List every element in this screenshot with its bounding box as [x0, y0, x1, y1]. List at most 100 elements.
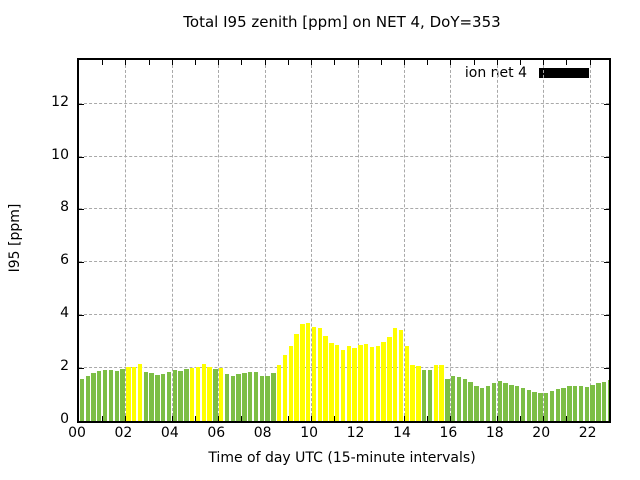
bar — [137, 363, 143, 421]
x-tick-mark — [148, 60, 150, 65]
x-tick-label: 16 — [439, 425, 458, 441]
gridline-vertical — [589, 60, 591, 421]
x-tick-label: 02 — [114, 425, 133, 441]
bar — [166, 371, 172, 421]
x-tick-mark — [427, 416, 429, 421]
bar — [300, 324, 305, 421]
x-tick-label: 08 — [253, 425, 272, 441]
bar — [445, 378, 450, 421]
bar — [514, 385, 520, 421]
bar — [393, 328, 398, 421]
x-tick-label: 18 — [485, 425, 504, 441]
x-tick-mark — [241, 60, 243, 65]
bar — [427, 370, 433, 421]
legend-swatch — [539, 68, 589, 78]
bar — [526, 389, 531, 421]
bar — [201, 363, 206, 421]
bar — [288, 346, 293, 421]
x-tick-mark — [403, 60, 405, 65]
y-tick-mark — [79, 368, 84, 370]
bar — [474, 385, 479, 421]
x-tick-label: 22 — [578, 425, 597, 441]
bar — [485, 386, 491, 421]
bar — [480, 387, 485, 421]
bar — [596, 383, 601, 421]
x-axis-label: Time of day UTC (15-minute intervals) — [208, 450, 476, 466]
bar — [381, 341, 386, 421]
x-tick-mark — [125, 416, 127, 421]
x-tick-mark — [218, 60, 220, 65]
bar — [497, 381, 502, 421]
bar — [306, 322, 311, 421]
bar — [242, 373, 247, 421]
bar — [410, 365, 415, 421]
x-tick-mark — [543, 416, 545, 421]
gridline-vertical — [357, 60, 359, 421]
x-tick-mark — [195, 60, 197, 65]
bar — [91, 373, 96, 421]
y-tick-mark — [604, 368, 609, 370]
bar — [462, 379, 468, 421]
bar — [398, 330, 404, 421]
x-tick-mark — [171, 416, 173, 421]
bar — [126, 366, 131, 421]
gridline-vertical — [171, 60, 173, 421]
x-tick-mark — [403, 416, 405, 421]
gridline-horizontal — [79, 208, 609, 210]
bar — [468, 382, 473, 421]
gridline-vertical — [311, 60, 313, 421]
bar — [218, 367, 224, 421]
gridline-vertical — [450, 60, 452, 421]
gridline-vertical — [496, 60, 498, 421]
gridline-horizontal — [79, 155, 609, 157]
bar — [224, 374, 230, 421]
x-tick-mark — [473, 416, 475, 421]
x-tick-mark — [543, 60, 545, 65]
gridline-vertical — [264, 60, 266, 421]
x-tick-mark — [334, 60, 336, 65]
bar — [160, 374, 166, 421]
bar — [178, 370, 183, 421]
x-tick-mark — [496, 60, 498, 65]
bar — [317, 328, 322, 421]
x-tick-mark — [171, 60, 173, 65]
bar — [601, 381, 607, 421]
x-tick-mark — [102, 416, 104, 421]
x-tick-mark — [102, 60, 104, 65]
y-axis-label: I95 [ppm] — [7, 203, 23, 273]
bar — [108, 370, 114, 421]
x-tick-label: 14 — [393, 425, 411, 441]
plot-area: ion net 4 — [77, 58, 611, 423]
y-tick-label: 4 — [60, 305, 69, 322]
bar — [131, 366, 137, 421]
x-tick-mark — [450, 60, 452, 65]
y-tick-mark — [604, 262, 609, 264]
chart-title: Total I95 zenith [ppm] on NET 4, DoY=353 — [183, 13, 501, 31]
y-tick-label: 0 — [60, 411, 69, 427]
bar — [149, 373, 154, 421]
bar — [195, 366, 201, 421]
x-tick-mark — [218, 416, 220, 421]
y-tick-label: 8 — [60, 199, 69, 216]
gridline-vertical — [403, 60, 405, 421]
x-tick-label: 10 — [300, 425, 319, 441]
x-tick-label: 06 — [207, 425, 226, 441]
legend: ion net 4 — [465, 65, 589, 81]
y-tick-mark — [604, 103, 609, 105]
x-tick-mark — [148, 416, 150, 421]
y-tick-label: 12 — [51, 93, 69, 110]
x-tick-label: 00 — [68, 425, 86, 441]
x-tick-mark — [473, 60, 475, 65]
bar — [387, 337, 392, 421]
bar — [114, 370, 119, 421]
bar — [439, 364, 444, 421]
x-tick-mark — [287, 60, 289, 65]
x-tick-mark — [427, 60, 429, 65]
y-tick-label: 10 — [51, 146, 69, 163]
y-tick-mark — [79, 156, 84, 158]
bar — [102, 370, 108, 421]
bar — [520, 387, 526, 421]
bar — [85, 376, 90, 421]
x-tick-mark — [520, 416, 522, 421]
